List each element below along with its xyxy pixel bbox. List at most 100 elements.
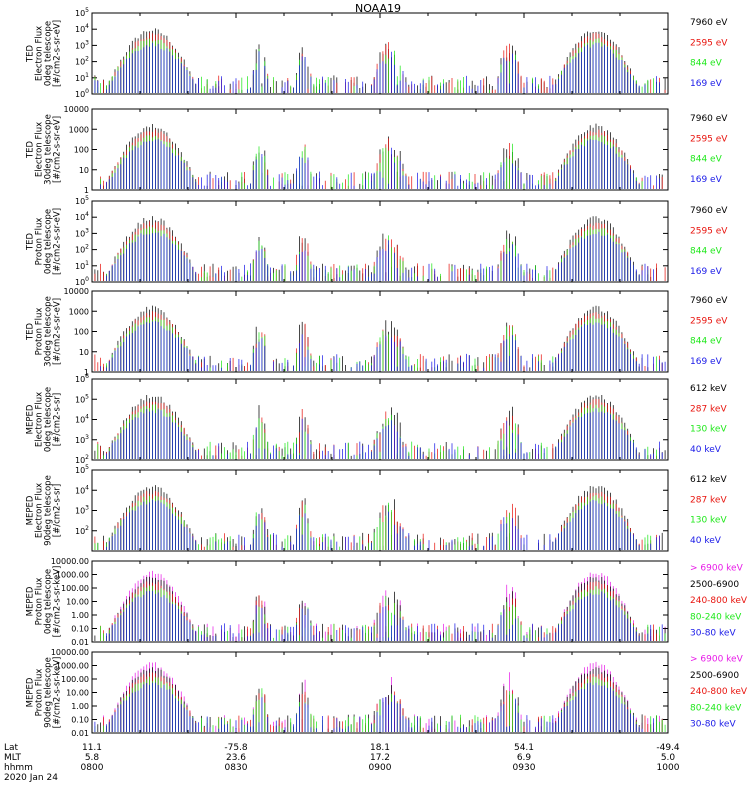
time-label: 0900 (369, 763, 392, 773)
y-tick-label: 1.00 (71, 702, 89, 711)
panel-7: MEPEDProton Flux0deg telescope[#/cm2-s-s… (26, 557, 748, 647)
y-axis-label: MEPEDProton Flux0deg telescope[#/cm2-s-s… (26, 566, 63, 638)
y-axis-label: MEPEDElectron Flux90deg telescope[#/cm2-… (26, 475, 63, 546)
legend-label: 2595 eV (690, 134, 728, 144)
panel-8: MEPEDProton Flux90deg telescope[#/cm2-s-… (26, 648, 748, 738)
time-label: 1000 (657, 763, 680, 773)
panels: TEDElectron Flux0deg telescope[#/cm2-s-s… (26, 7, 748, 738)
y-tick-label: 10.00 (66, 689, 89, 698)
y-tick-label: 103 (75, 505, 89, 516)
legend-label: 2595 eV (690, 38, 728, 48)
y-axis-label: MEPEDProton Flux90deg telescope[#/cm2-s-… (26, 657, 63, 729)
y-tick-label: 103 (75, 227, 89, 238)
legend-label: 612 keV (690, 475, 727, 485)
y-tick-label: 1000 (69, 307, 89, 316)
legend-label: 40 keV (690, 445, 722, 455)
y-axis-label: TEDProton Flux30deg telescope[#/cm2-s-sr… (26, 296, 63, 367)
y-tick-label: 105 (75, 195, 89, 206)
legend-label: 30-80 keV (690, 629, 736, 639)
mlt-label: 17.2 (370, 753, 390, 763)
y-tick-label: 103 (75, 434, 89, 445)
y-axis-label: TEDElectron Flux0deg telescope[#/cm2-s-s… (26, 20, 63, 87)
y-tick-label: 1.00 (71, 611, 89, 620)
lat-label: 11.1 (82, 743, 102, 753)
y-tick-label: 101 (75, 72, 89, 83)
y-tick-label: 100 (75, 88, 89, 99)
time-label: 0830 (225, 763, 248, 773)
mlt-label: 23.6 (226, 753, 246, 763)
legend-label: 7960 eV (690, 296, 728, 306)
series-trace-2 (94, 576, 669, 641)
y-tick-label: 102 (75, 244, 89, 255)
time-label: 0800 (81, 763, 104, 773)
y-tick-label: 0.10 (71, 625, 89, 634)
series-trace-5 (106, 590, 669, 641)
series-trace-2 (94, 311, 663, 371)
panel-3: TEDProton Flux0deg telescope[#/cm2-s-sr-… (26, 195, 729, 287)
lat-label: 54.1 (514, 743, 534, 753)
legend-label: 40 keV (690, 536, 722, 546)
series-trace-1 (100, 123, 663, 189)
lat-label: -49.4 (656, 743, 680, 753)
y-tick-label: 105 (75, 7, 89, 18)
y-tick-label: 10000.00 (51, 648, 89, 657)
y-tick-label: 10 (79, 166, 89, 175)
legend-label: 169 eV (690, 357, 723, 367)
legend-label: 169 eV (690, 79, 723, 89)
y-tick-label: 105 (75, 393, 89, 404)
series-trace-4 (91, 42, 660, 93)
y-tick-label: 102 (75, 454, 89, 465)
legend-label: > 6900 keV (690, 564, 744, 574)
y-tick-label: 10000.00 (51, 557, 89, 566)
lat-label: 18.1 (370, 743, 390, 753)
y-tick-label: 1 (84, 186, 89, 195)
legend-label: 844 eV (690, 247, 723, 257)
footer-row-label: Lat (4, 743, 19, 753)
legend-label: 844 eV (690, 155, 723, 165)
time-label: 0930 (513, 763, 536, 773)
series-trace-4 (91, 499, 660, 550)
series-trace-3 (106, 315, 660, 371)
series-trace-2 (94, 221, 669, 281)
legend-label: 240-800 keV (690, 687, 748, 697)
lat-label: -75.8 (224, 743, 248, 753)
legend-label: 169 eV (690, 267, 723, 277)
legend-label: > 6900 keV (690, 655, 744, 665)
y-axis-label: MEPEDElectron Flux0deg telescope[#/cm2-s… (26, 387, 63, 452)
panel-6: MEPEDElectron Flux90deg telescope[#/cm2-… (26, 464, 727, 552)
y-tick-label: 101 (75, 260, 89, 271)
y-tick-label: 100 (74, 146, 89, 155)
y-tick-label: 10 (79, 348, 89, 357)
y-tick-label: 105 (75, 464, 89, 475)
legend-label: 240-800 keV (690, 596, 748, 606)
y-tick-label: 104 (75, 211, 89, 222)
y-tick-label: 106 (75, 373, 89, 384)
y-axis-label: TEDElectron Flux30deg telescope[#/cm2-s-… (26, 114, 63, 185)
mlt-label: 5.0 (661, 753, 676, 763)
series-trace-4 (100, 139, 660, 189)
panel-4: TEDProton Flux30deg telescope[#/cm2-s-sr… (26, 287, 729, 377)
series-trace-5 (94, 682, 669, 732)
legend-label: 30-80 keV (690, 720, 736, 730)
series-trace-4 (91, 321, 666, 371)
legend-label: 7960 eV (690, 206, 728, 216)
panel-frame (91, 12, 669, 95)
panel-1: TEDElectron Flux0deg telescope[#/cm2-s-s… (26, 7, 729, 99)
y-tick-label: 1000.00 (56, 571, 89, 580)
y-tick-label: 104 (75, 23, 89, 34)
legend-label: 612 keV (690, 384, 727, 394)
y-tick-label: 1000.00 (56, 662, 89, 671)
panel-frame (91, 290, 669, 373)
legend-label: 2500-6900 (690, 671, 739, 681)
legend-label: 80-240 keV (690, 703, 742, 713)
y-axis-label: TEDProton Flux0deg telescope[#/cm2-s-sr-… (26, 208, 63, 275)
mlt-label: 6.9 (517, 753, 532, 763)
panel-frame (91, 378, 669, 461)
legend-label: 130 keV (690, 425, 727, 435)
y-tick-label: 10.00 (66, 598, 89, 607)
series-trace-4 (91, 231, 654, 281)
y-tick-label: 102 (75, 525, 89, 536)
y-tick-label: 100.00 (61, 675, 89, 684)
y-tick-label: 100 (74, 328, 89, 337)
y-tick-label: 100 (75, 276, 89, 287)
